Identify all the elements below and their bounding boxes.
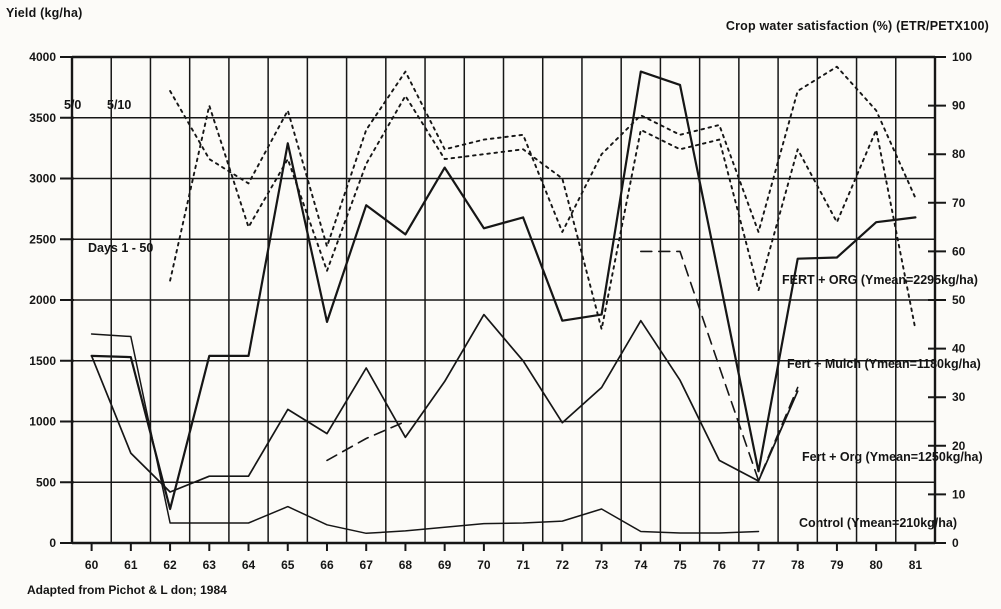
x-axis-tick-label: 70: [477, 558, 491, 572]
x-axis-tick-label: 63: [203, 558, 217, 572]
series-label-fert-mulch: Fert + Mulch (Ymean=1180kg/ha): [787, 357, 981, 371]
x-axis-tick-label: 73: [595, 558, 609, 572]
right-axis-tick-label: 50: [952, 293, 966, 307]
right-axis-tick-label: 10: [952, 487, 966, 501]
series-label-fert-org: Fert + Org (Ymean=1250kg/ha): [802, 450, 983, 464]
series-line-water_5_10: [169, 94, 917, 331]
x-axis-tick-label: 74: [634, 558, 648, 572]
right-axis-title: Crop water satisfaction (%) (ETR/PETX100…: [725, 19, 989, 33]
right-axis-tick-label: 40: [952, 342, 966, 356]
x-axis-tick-label: 68: [399, 558, 413, 572]
x-axis-tick-label: 79: [830, 558, 844, 572]
left-axis-tick-label: 2000: [29, 293, 56, 307]
left-axis-tick-label: 2500: [29, 232, 56, 246]
x-axis-tick-label: 64: [242, 558, 256, 572]
x-axis-tick-label: 69: [438, 558, 452, 572]
annotation-sowing-date-a: 5/0: [64, 98, 82, 112]
right-axis-tick-label: 80: [952, 147, 966, 161]
right-axis-tick-label: 90: [952, 99, 966, 113]
right-axis-tick-label: 0: [952, 536, 959, 550]
annotation-days-range: Days 1 - 50: [88, 241, 154, 255]
series-line-control: [90, 333, 760, 535]
left-axis-title: Yield (kg/ha): [6, 6, 83, 20]
left-axis-tick-label: 1000: [29, 415, 56, 429]
x-axis-tick-label: 62: [163, 558, 177, 572]
left-axis-tick-label: 4000: [29, 50, 56, 64]
right-axis-tick-label: 100: [952, 50, 972, 64]
x-axis-tick-label: 65: [281, 558, 295, 572]
right-axis-tick-label: 70: [952, 196, 966, 210]
x-axis-tick-label: 72: [556, 558, 570, 572]
left-axis-tick-label: 0: [49, 536, 56, 550]
x-axis-tick-label: 75: [673, 558, 687, 572]
right-axis-tick-label: 20: [952, 439, 966, 453]
left-axis-tick-label: 3000: [29, 172, 56, 186]
series-line-fert_org_dash: [326, 250, 799, 482]
x-axis-tick-label: 71: [516, 558, 530, 572]
x-axis-tick-label: 77: [752, 558, 766, 572]
x-axis-tick-label: 80: [869, 558, 883, 572]
x-axis-tick-label: 67: [360, 558, 374, 572]
left-axis-tick-label: 3500: [29, 111, 56, 125]
x-axis-tick-label: 78: [791, 558, 805, 572]
series-line-water_5_0: [169, 65, 917, 248]
series-label-control: Control (Ymean=210kg/ha): [799, 516, 958, 530]
series-line-fert_org_caps: [90, 70, 917, 511]
series-line-fert_mulch: [90, 313, 799, 493]
source-caption: Adapted from Pichot & L don; 1984: [27, 583, 227, 597]
annotation-sowing-date-b: 5/10: [107, 98, 132, 112]
series-label-fert-org-caps: FERT + ORG (Ymean=2295kg/ha): [782, 273, 978, 287]
x-axis-tick-label: 60: [85, 558, 99, 572]
left-axis-tick-label: 500: [36, 475, 56, 489]
right-axis-tick-label: 30: [952, 390, 966, 404]
x-axis-tick-label: 81: [909, 558, 923, 572]
x-axis-tick-label: 61: [124, 558, 138, 572]
x-axis-tick-label: 76: [713, 558, 727, 572]
right-axis-tick-label: 60: [952, 244, 966, 258]
left-axis-tick-label: 1500: [29, 354, 56, 368]
x-axis-tick-label: 66: [320, 558, 334, 572]
